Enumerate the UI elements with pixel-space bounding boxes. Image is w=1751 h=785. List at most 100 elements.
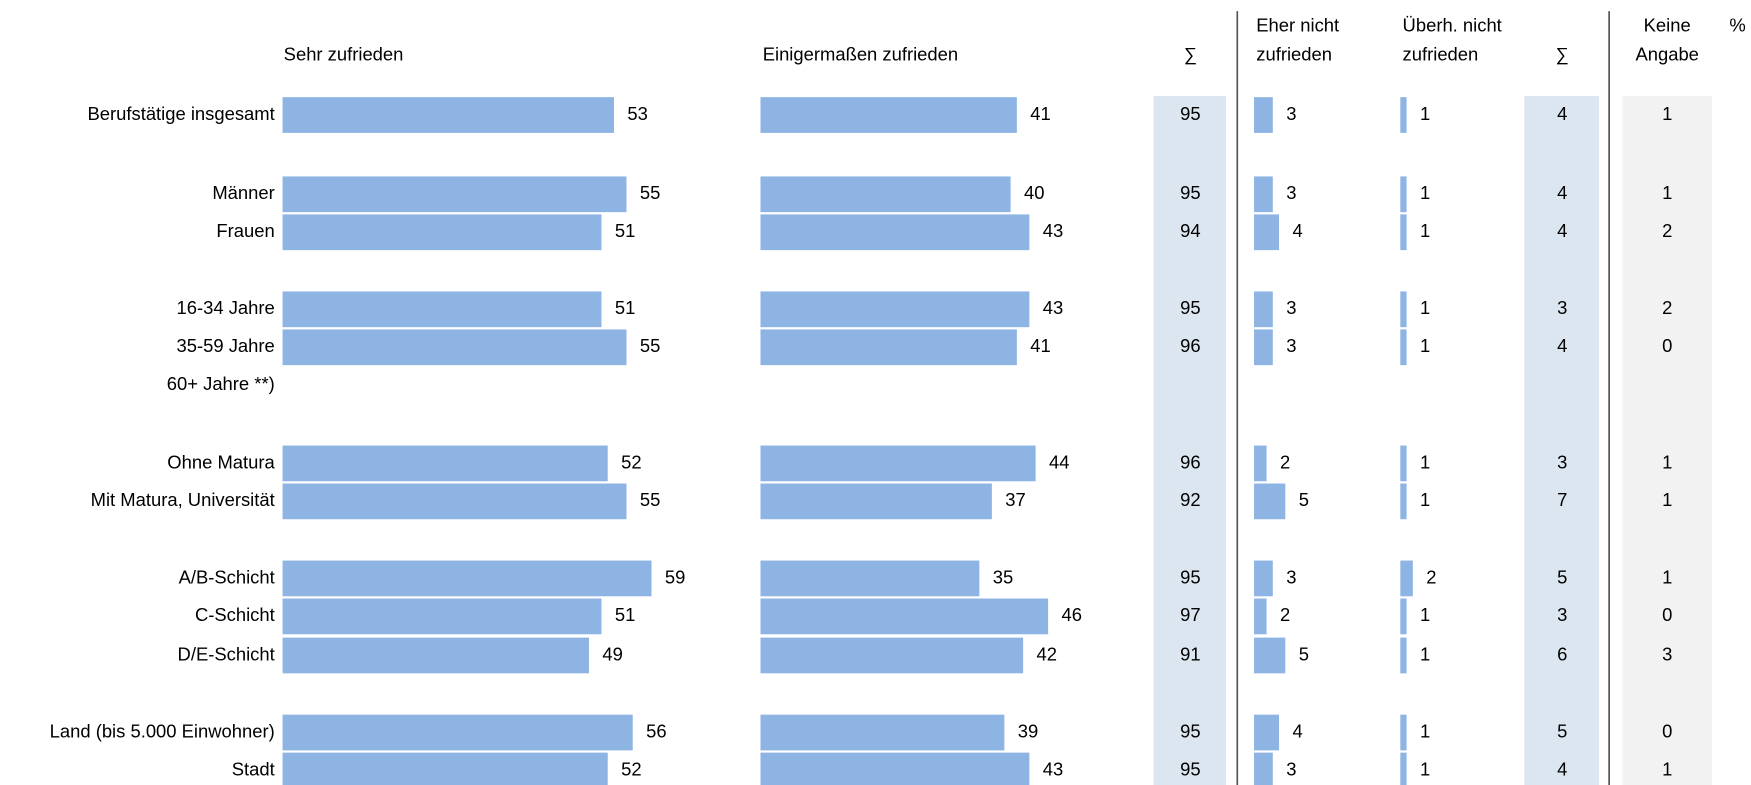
bar — [760, 714, 1005, 751]
cell-value: 4 — [1557, 220, 1567, 241]
bar — [760, 560, 980, 597]
value-label: 5 — [1299, 643, 1309, 664]
bar — [1254, 97, 1273, 133]
bar — [282, 637, 589, 674]
value-label: 3 — [1286, 758, 1296, 779]
row-label: A/B-Schicht — [179, 566, 275, 587]
bar — [760, 598, 1049, 635]
bar — [1254, 637, 1286, 674]
value-label: 4 — [1292, 220, 1302, 241]
bar — [1400, 291, 1407, 328]
cell-value: 95 — [1180, 297, 1200, 318]
value-label: 1 — [1420, 335, 1430, 356]
value-label: 56 — [646, 720, 666, 741]
value-label: 1 — [1420, 451, 1430, 472]
bar — [760, 752, 1030, 785]
value-label: 51 — [615, 220, 635, 241]
value-label: 37 — [1005, 489, 1025, 510]
cell-value: 3 — [1557, 297, 1567, 318]
value-label: 5 — [1299, 489, 1309, 510]
cell-value: 0 — [1662, 335, 1672, 356]
cell-value: 1 — [1662, 489, 1672, 510]
value-label: 43 — [1043, 758, 1063, 779]
value-label: 40 — [1024, 182, 1044, 203]
value-label: 46 — [1062, 604, 1082, 625]
bar — [1400, 97, 1407, 133]
bar — [1254, 329, 1273, 366]
value-label: 3 — [1286, 103, 1296, 124]
cell-value: 95 — [1180, 182, 1200, 203]
sum-column-bg — [1524, 96, 1600, 785]
column-header: zufrieden — [1403, 44, 1479, 65]
value-label: 2 — [1426, 566, 1436, 587]
cell-value: 0 — [1662, 604, 1672, 625]
bar — [282, 445, 608, 482]
cell-value: 1 — [1662, 182, 1672, 203]
row-label: Frauen — [216, 220, 274, 241]
column-header: ∑ — [1184, 44, 1197, 65]
cell-value: 3 — [1557, 451, 1567, 472]
cell-value: 3 — [1557, 604, 1567, 625]
cell-value: 94 — [1180, 220, 1200, 241]
bar — [1254, 714, 1280, 751]
column-header: Einigermaßen zufrieden — [763, 44, 958, 65]
value-label: 51 — [615, 297, 635, 318]
bar — [1400, 176, 1407, 213]
row-label: Land (bis 5.000 Einwohner) — [50, 720, 275, 741]
value-label: 59 — [665, 566, 685, 587]
bar — [760, 97, 1017, 133]
value-label: 1 — [1420, 643, 1430, 664]
value-label: 1 — [1420, 758, 1430, 779]
column-header: Angabe — [1635, 44, 1698, 65]
cell-value: 2 — [1662, 297, 1672, 318]
value-label: 2 — [1280, 451, 1290, 472]
value-label: 41 — [1030, 103, 1050, 124]
cell-value: 95 — [1180, 103, 1200, 124]
value-label: 51 — [615, 604, 635, 625]
bar — [282, 329, 627, 366]
value-label: 1 — [1420, 103, 1430, 124]
cell-value: 95 — [1180, 566, 1200, 587]
bar — [1400, 714, 1407, 751]
row-label: Ohne Matura — [167, 451, 275, 472]
value-label: 4 — [1292, 720, 1302, 741]
value-label: 3 — [1286, 566, 1296, 587]
value-label: 41 — [1030, 335, 1050, 356]
cell-value: 4 — [1557, 335, 1567, 356]
cell-value: 1 — [1662, 566, 1672, 587]
bar — [282, 214, 602, 251]
bar — [760, 637, 1024, 674]
value-label: 55 — [640, 182, 660, 203]
cell-value: 6 — [1557, 643, 1567, 664]
row-label: Berufstätige insgesamt — [88, 103, 275, 124]
bar — [282, 291, 602, 328]
row-label: Männer — [212, 182, 274, 203]
cell-value: 7 — [1557, 489, 1567, 510]
no-answer-column-bg — [1622, 96, 1712, 785]
row-label: Stadt — [232, 758, 275, 779]
unit-label: % — [1729, 15, 1745, 36]
row-label: C-Schicht — [195, 604, 275, 625]
column-header: Eher nicht — [1256, 15, 1339, 36]
value-label: 1 — [1420, 297, 1430, 318]
bar — [1254, 560, 1273, 597]
bar — [1400, 329, 1407, 366]
cell-value: 0 — [1662, 720, 1672, 741]
bar — [1254, 214, 1280, 251]
cell-value: 4 — [1557, 182, 1567, 203]
cell-value: 4 — [1557, 758, 1567, 779]
value-label: 52 — [621, 451, 641, 472]
cell-value: 5 — [1557, 566, 1567, 587]
value-label: 55 — [640, 489, 660, 510]
bar — [282, 483, 627, 520]
bar — [1400, 560, 1413, 597]
cell-value: 1 — [1662, 451, 1672, 472]
bar — [1254, 483, 1286, 520]
value-label: 35 — [993, 566, 1013, 587]
value-label: 1 — [1420, 182, 1430, 203]
bar — [1400, 483, 1407, 520]
bar — [282, 97, 614, 133]
value-label: 39 — [1018, 720, 1038, 741]
value-label: 3 — [1286, 335, 1296, 356]
